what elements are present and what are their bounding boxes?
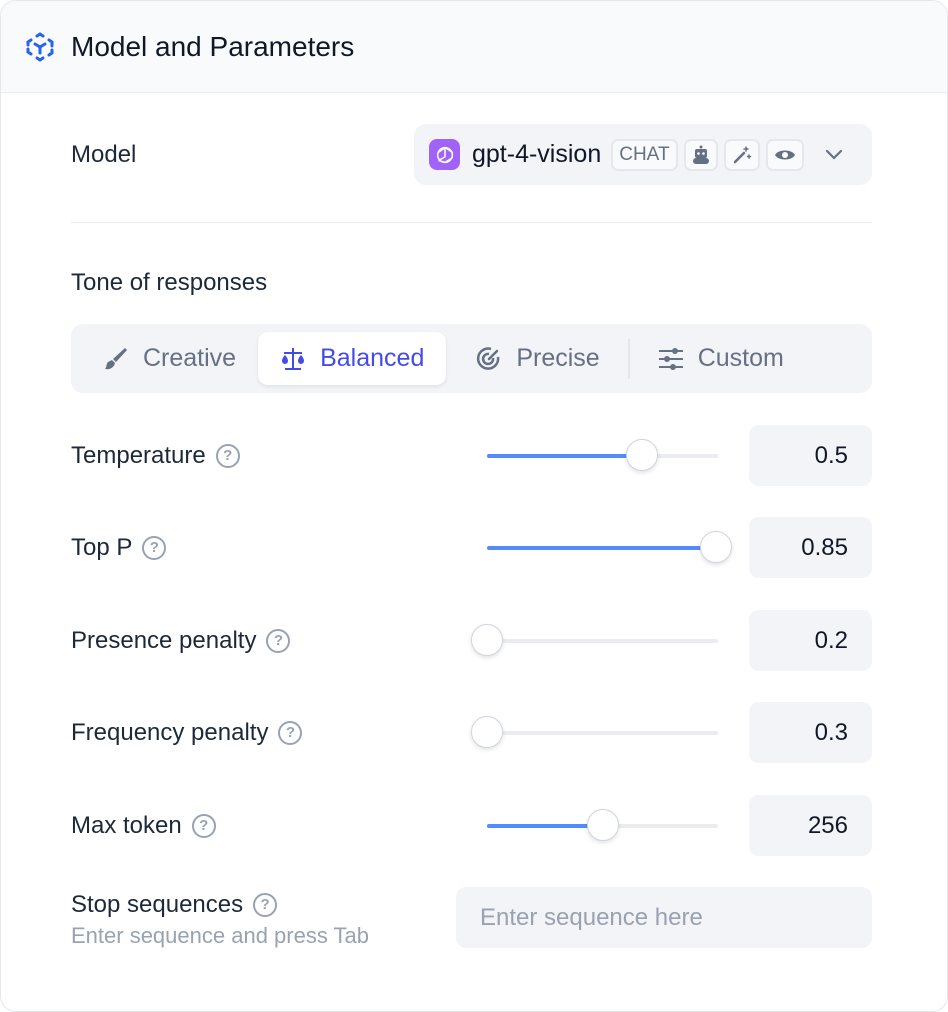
param-label-text: Max token (71, 811, 182, 839)
scale-icon (282, 347, 305, 370)
temperature-value-input[interactable]: 0.5 (749, 425, 872, 486)
help-icon[interactable]: ? (253, 893, 278, 917)
help-icon[interactable]: ? (278, 720, 303, 745)
tone-label: Tone of responses (71, 269, 268, 296)
param-label-text: Frequency penalty (71, 718, 269, 746)
slider-handle[interactable] (625, 439, 658, 471)
presence-penalty-label: Presence penalty? (71, 626, 291, 655)
tab-creative[interactable]: Creative (79, 332, 258, 385)
slider-handle[interactable] (471, 716, 503, 748)
robot-icon (683, 138, 718, 171)
tab-separator (627, 338, 630, 379)
sliders-icon (658, 347, 683, 370)
slider-fill (487, 546, 716, 550)
param-row-temperature: Temperature? (71, 425, 870, 486)
param-label-text: Presence penalty (71, 626, 257, 654)
model-row: Model (71, 135, 870, 175)
eye-icon (765, 138, 804, 171)
top-p-label: Top P? (71, 533, 167, 562)
help-icon[interactable]: ? (142, 535, 167, 560)
max-token-slider[interactable] (487, 809, 718, 841)
tab-balanced[interactable]: Balanced (258, 332, 447, 385)
presence-penalty-value-input[interactable]: 0.2 (749, 610, 872, 671)
tone-row: Tone of responses (71, 263, 870, 303)
slider-handle[interactable] (586, 809, 619, 841)
temperature-label: Temperature? (71, 442, 240, 470)
panel-header: Model and Parameters (1, 1, 947, 93)
model-name: gpt-4-vision (472, 140, 602, 168)
frequency-penalty-value-input[interactable]: 0.3 (749, 702, 872, 763)
temperature-slider[interactable] (487, 439, 718, 471)
param-row-top-p: Top P? (71, 517, 870, 578)
tab-custom[interactable]: Custom (636, 332, 806, 385)
model-selector[interactable]: gpt-4-vision CHAT (414, 124, 872, 185)
tab-label: Custom (697, 344, 784, 372)
stop-label-text: Stop sequences (71, 891, 244, 918)
slider-handle[interactable] (699, 531, 732, 563)
param-row-frequency-penalty: Frequency penalty? (71, 702, 870, 763)
top-p-slider[interactable] (487, 531, 732, 563)
tab-precise[interactable]: Precise (446, 332, 621, 385)
model-cube-icon (26, 31, 54, 62)
target-icon (477, 346, 500, 370)
help-icon[interactable]: ? (215, 443, 240, 468)
chevron-down-icon[interactable] (824, 149, 844, 161)
presence-penalty-slider[interactable] (471, 624, 718, 656)
max-token-label: Max token? (71, 812, 216, 840)
stop-sequences-row: Stop sequences? (71, 887, 870, 923)
help-icon[interactable]: ? (191, 813, 216, 838)
tab-label: Creative (143, 344, 237, 372)
panel-title: Model and Parameters (71, 30, 355, 62)
slider-handle[interactable] (471, 624, 503, 656)
tab-label: Balanced (320, 344, 425, 372)
brush-icon (105, 347, 127, 369)
divider (71, 222, 872, 223)
stop-sequence-input[interactable] (456, 887, 872, 948)
frequency-penalty-label: Frequency penalty? (71, 718, 303, 747)
model-label: Model (71, 141, 137, 168)
stop-sequences-hint: Enter sequence and press Tab (71, 923, 370, 948)
help-icon[interactable]: ? (266, 628, 291, 653)
param-row-max-token: Max token? (71, 795, 870, 856)
max-token-value-input[interactable]: 256 (749, 795, 872, 856)
param-label-text: Temperature (71, 441, 206, 469)
stop-sequences-label: Stop sequences? (71, 891, 278, 919)
frequency-penalty-slider[interactable] (471, 716, 718, 748)
top-p-value-input[interactable]: 0.85 (749, 517, 872, 578)
openai-logo-icon (429, 139, 460, 170)
tab-label: Precise (516, 344, 600, 372)
slider-fill (487, 824, 603, 828)
tone-tabs: Creative Balanced Precise Custom (71, 324, 872, 393)
slider-fill (487, 454, 642, 458)
param-row-presence-penalty: Presence penalty? (71, 610, 870, 671)
model-type-badge: CHAT (611, 138, 678, 171)
magic-wand-icon (723, 138, 760, 171)
param-label-text: Top P (71, 533, 133, 561)
